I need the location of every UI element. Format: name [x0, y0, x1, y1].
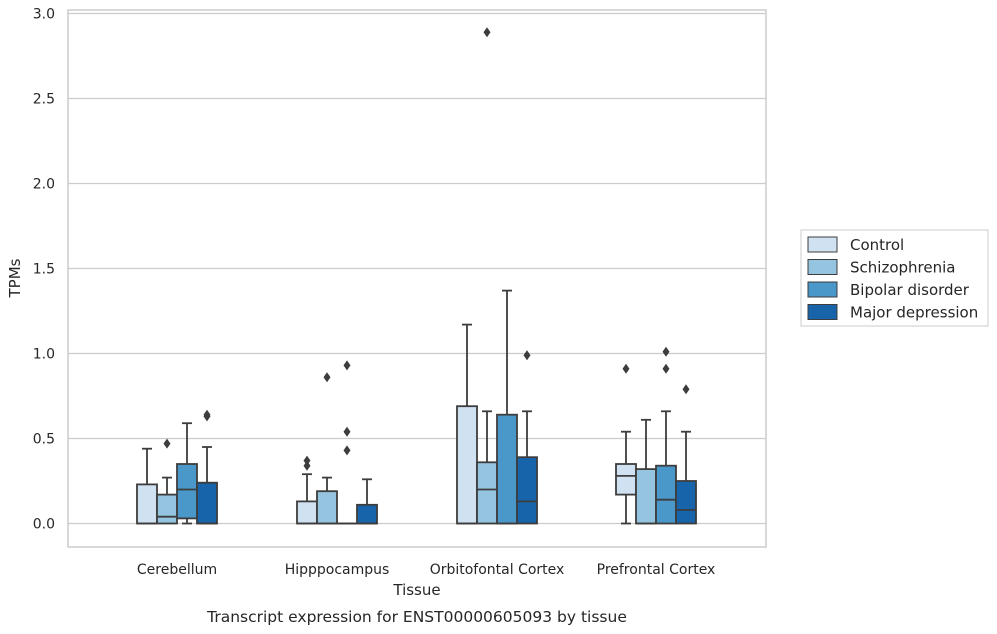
y-tick-label: 3.0 — [33, 7, 55, 23]
chart-caption: Transcript expression for ENST0000060509… — [206, 608, 627, 626]
legend-label: Bipolar disorder — [850, 281, 970, 299]
outlier-point — [323, 372, 331, 383]
y-tick-label: 2.0 — [33, 177, 55, 193]
x-axis-label: Tissue — [392, 581, 440, 599]
legend-swatch — [807, 281, 838, 298]
box-bipolar-disorder — [655, 346, 677, 525]
box-bipolar-disorder — [176, 422, 198, 525]
legend-label: Control — [850, 236, 904, 254]
outlier-point — [523, 350, 531, 361]
box-body — [456, 405, 478, 525]
y-axis-label: TPMs — [6, 258, 24, 298]
outlier-point — [483, 27, 491, 38]
x-tick-label: Orbitofontal Cortex — [430, 562, 565, 578]
outlier-point — [303, 460, 311, 471]
y-tick-label: 0.5 — [33, 432, 55, 448]
box-body — [675, 480, 697, 525]
boxes — [136, 27, 697, 525]
box-bipolar-disorder — [496, 289, 518, 525]
outlier-point — [303, 455, 311, 466]
box-body — [635, 468, 657, 525]
box-body — [316, 490, 338, 525]
outlier-point — [163, 438, 171, 449]
legend-swatch — [807, 236, 838, 253]
x-tick-labels: Cerebellum Hipppocampus Orbitofontal Corte… — [137, 562, 715, 578]
box-schizophrenia — [635, 418, 657, 525]
y-tick-label: 1.0 — [33, 347, 55, 363]
legend-label: Schizophrenia — [850, 259, 955, 277]
box-body — [496, 413, 518, 525]
box-body — [196, 481, 218, 525]
box-body — [476, 461, 498, 525]
legend-label: Major depression — [850, 304, 978, 322]
outlier-point — [203, 409, 211, 420]
box-schizophrenia — [316, 372, 338, 525]
legend-swatch — [807, 259, 838, 275]
box-body — [516, 456, 538, 525]
box-body — [136, 483, 158, 525]
box-control — [136, 447, 158, 525]
outlier-point — [343, 426, 351, 437]
x-tick-label: Prefrontal Cortex — [597, 562, 716, 578]
box-major-depression — [356, 478, 378, 525]
outlier-point — [682, 384, 690, 395]
y-tick-label: 2.5 — [33, 92, 55, 108]
outlier-point — [343, 360, 351, 371]
box-body — [176, 463, 198, 520]
outlier-point — [662, 346, 670, 357]
legend: Control Schizophrenia Bipolar disorder Majo… — [800, 229, 989, 327]
box-bipolar-disorder — [336, 360, 358, 525]
outlier-point — [622, 363, 630, 374]
x-tick-label: Cerebellum — [137, 562, 217, 578]
outlier-point — [662, 363, 670, 374]
box-body — [156, 493, 178, 525]
box-body — [296, 500, 318, 525]
box-body — [615, 463, 637, 496]
y-tick-label: 1.5 — [33, 262, 55, 278]
y-tick-label: 0.0 — [33, 517, 55, 533]
box-major-depression — [196, 409, 218, 525]
box-body — [655, 464, 677, 525]
box-major-depression — [675, 384, 697, 525]
outlier-point — [343, 445, 351, 456]
y-tick-labels: 0.0 0.5 1.0 1.5 2.0 2.5 3.0 — [33, 7, 55, 533]
box-major-depression — [516, 350, 538, 525]
plot-area — [67, 9, 767, 548]
x-tick-label: Hipppocampus — [285, 562, 390, 578]
legend-swatch — [807, 304, 838, 320]
box-body — [356, 503, 378, 525]
box-control — [456, 323, 478, 525]
